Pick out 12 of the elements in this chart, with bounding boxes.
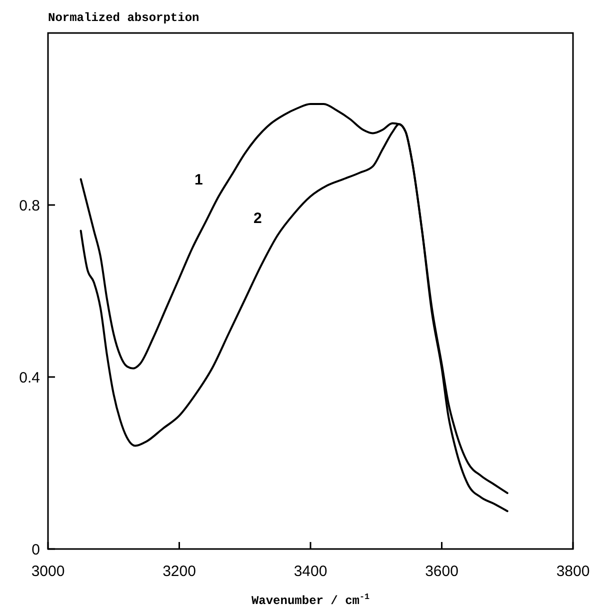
x-tick-label: 3000 [31, 563, 65, 580]
series-label: 2 [254, 210, 262, 228]
x-tick-label: 3200 [162, 563, 196, 580]
y-axis-title: Normalized absorption [48, 11, 200, 25]
y-tick-label: 0 [32, 541, 40, 558]
x-tick-label: 3600 [425, 563, 458, 580]
y-tick-label: 0.4 [19, 369, 40, 386]
x-tick-label: 3800 [556, 563, 590, 580]
x-tick-label: 3400 [294, 563, 328, 580]
y-tick-label: 0.8 [19, 197, 40, 214]
x-axis-title: Wavenumber / cm$^{-1}$ [251, 592, 370, 608]
series-label: 1 [194, 171, 203, 188]
